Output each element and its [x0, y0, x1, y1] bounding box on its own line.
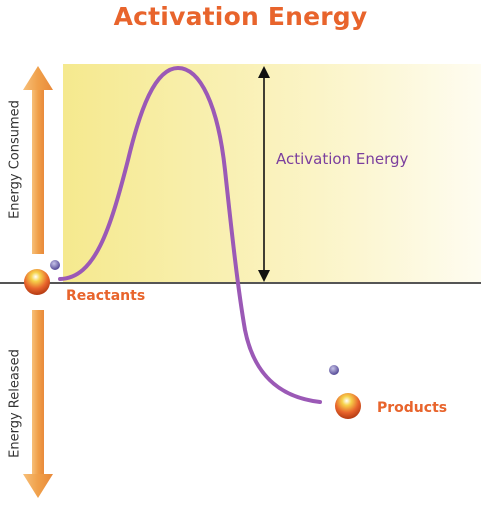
reactant-small-molecule — [50, 260, 60, 270]
energy-consumed-arrow — [23, 66, 53, 254]
product-molecule — [335, 393, 361, 419]
reactants-label: Reactants — [66, 288, 146, 304]
activation-energy-diagram: Activation Energy Energy Consumed Energy… — [0, 2, 481, 498]
activation-energy-label: Activation Energy — [276, 150, 409, 168]
page-title: Activation Energy — [113, 2, 368, 31]
activation-panel — [63, 64, 481, 282]
reactant-molecule — [24, 269, 50, 295]
energy-consumed-label: Energy Consumed — [7, 100, 23, 219]
product-small-molecule — [329, 365, 339, 375]
energy-released-arrow — [23, 310, 53, 498]
products-label: Products — [377, 400, 448, 416]
diagram-canvas — [0, 64, 481, 498]
activation-energy-arrow — [258, 66, 270, 282]
energy-released-label: Energy Released — [7, 349, 23, 458]
energy-curve — [58, 65, 322, 404]
